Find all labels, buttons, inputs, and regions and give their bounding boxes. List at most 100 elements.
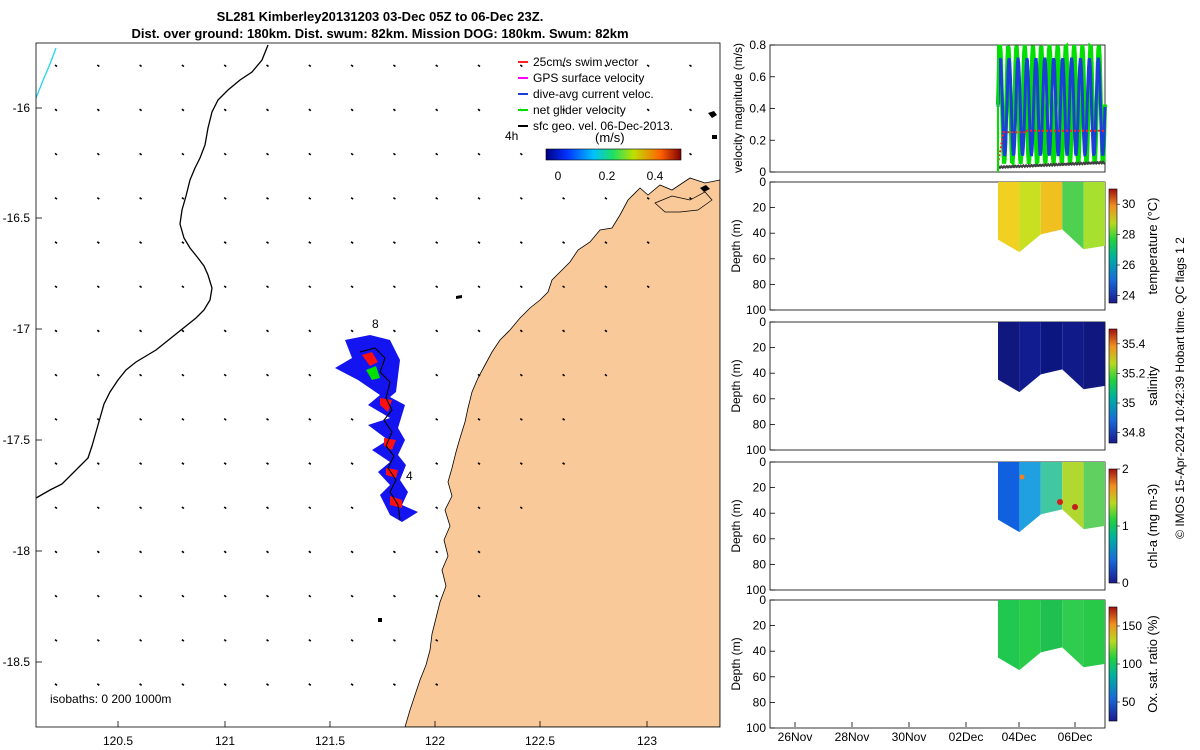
- geo-velocity-arrow: [266, 373, 269, 377]
- map-x-tick-label: 122.5: [525, 734, 555, 748]
- geo-velocity-arrow: [435, 550, 439, 554]
- depth-tick-label: 0: [759, 455, 766, 469]
- section-colorbar: [1108, 328, 1118, 444]
- depth-tick-label: 20: [753, 481, 767, 495]
- geo-velocity-arrow: [350, 196, 354, 200]
- geo-velocity-arrow: [139, 550, 143, 554]
- section-frame: [769, 321, 1106, 451]
- time-tick-label: 06Dec: [1058, 730, 1093, 744]
- geo-velocity-arrow: [54, 373, 58, 377]
- time-tick-label: 02Dec: [949, 730, 984, 744]
- geo-velocity-arrow: [477, 373, 481, 377]
- section-frame: [769, 181, 1106, 311]
- depth-tick-label: 100: [746, 583, 766, 597]
- geo-velocity-arrow: [435, 462, 439, 465]
- geo-velocity-arrow: [308, 152, 312, 156]
- map-y-tick-label: -17.5: [3, 433, 31, 447]
- geo-velocity-arrow: [223, 196, 227, 200]
- geo-velocity-arrow: [308, 64, 312, 68]
- geo-velocity-arrow: [604, 373, 608, 377]
- geo-velocity-arrow: [223, 550, 227, 554]
- geo-velocity-arrow: [392, 108, 396, 112]
- geo-velocity-arrow: [223, 329, 227, 333]
- geo-velocity-arrow: [392, 329, 396, 333]
- geo-velocity-arrow: [223, 594, 227, 598]
- geo-velocity-arrow: [181, 638, 185, 642]
- depth-tick-label: 0: [759, 593, 766, 607]
- geo-velocity-arrow: [96, 329, 100, 333]
- geo-velocity-arrow: [308, 638, 312, 642]
- geo-velocity-arrow: [477, 462, 481, 465]
- geo-velocity-arrow: [435, 638, 439, 642]
- geo-velocity-arrow: [223, 64, 227, 68]
- depth-section-4: 0 20 40 60 80 100 Depth (m) 50 100 150 Ox. sat. ra…: [729, 593, 1160, 735]
- depth-tick-label: 60: [753, 532, 767, 546]
- geo-velocity-arrow: [96, 196, 100, 200]
- geo-velocity-arrow: [477, 329, 481, 333]
- geo-velocity-arrow: [519, 506, 523, 510]
- colorbar-axis-label: chl-a (mg m-3): [1145, 484, 1160, 569]
- velocity-y-label: velocity magnitude (m/s): [731, 43, 745, 173]
- track-swath-blue: [335, 335, 418, 522]
- colorbar-tick: 0.2: [599, 169, 616, 183]
- colorbar-tick-label: 24: [1122, 288, 1136, 302]
- island: [654, 191, 713, 213]
- geo-velocity-arrow: [54, 462, 58, 465]
- geo-velocity-arrow: [646, 196, 650, 200]
- velocity-y-tick-label: 0.8: [749, 38, 766, 52]
- geo-velocity-arrow: [350, 417, 354, 421]
- geo-velocity-arrow: [139, 638, 143, 642]
- geo-velocity-arrow: [435, 196, 439, 200]
- geo-velocity-arrow: [266, 417, 269, 421]
- geo-velocity-arrow: [350, 683, 354, 686]
- geo-velocity-arrow: [477, 285, 481, 289]
- geo-velocity-arrow: [435, 108, 439, 112]
- depth-tick-label: 0: [759, 175, 766, 189]
- geo-velocity-arrow: [266, 152, 269, 156]
- section-data-cell: [1019, 182, 1041, 253]
- geo-velocity-arrow: [266, 285, 269, 289]
- geo-velocity-arrow: [604, 285, 608, 289]
- section-data-cell: [1019, 600, 1041, 671]
- velocity-y-tick-label: 0: [759, 165, 766, 179]
- chl-hotspot: [1019, 474, 1025, 480]
- geo-velocity-arrow: [139, 241, 143, 244]
- geo-velocity-arrow: [435, 594, 439, 598]
- isobath-line: [36, 44, 269, 499]
- geo-velocity-arrow: [54, 196, 58, 200]
- geo-velocity-arrow: [435, 241, 439, 244]
- depth-tick-label: 100: [746, 721, 766, 735]
- geo-velocity-arrow: [308, 550, 312, 554]
- geo-velocity-arrow: [96, 550, 100, 554]
- geo-velocity-arrow: [96, 638, 100, 642]
- isobaths-label: isobaths: 0 200 1000m: [50, 692, 171, 706]
- geo-velocity-arrow: [435, 329, 439, 333]
- geo-velocity-arrow: [477, 506, 481, 510]
- colorbar-axis-label: salinity: [1145, 366, 1160, 406]
- time-tick-label: 28Nov: [835, 730, 870, 744]
- sfc-geo-velocity-grid: [54, 64, 692, 686]
- geo-velocity-arrow: [689, 64, 692, 68]
- geo-velocity-arrow: [181, 152, 185, 156]
- geo-velocity-arrow: [392, 241, 396, 244]
- geo-velocity-arrow: [604, 196, 608, 200]
- depth-tick-label: 80: [753, 557, 767, 571]
- colorbar-tick-label: 150: [1122, 619, 1142, 633]
- geo-velocity-arrow: [223, 638, 227, 642]
- map-y-tick-label: -18: [13, 544, 31, 558]
- speed-colorbar: [545, 148, 682, 161]
- time-tick-label: 04Dec: [1002, 730, 1037, 744]
- geo-velocity-arrow: [435, 64, 439, 68]
- geo-velocity-arrow: [139, 462, 143, 465]
- section-data-cell: [998, 182, 1020, 253]
- geo-velocity-arrow: [223, 373, 227, 377]
- section-data-cell: [1040, 322, 1063, 375]
- land-mass: [404, 177, 720, 727]
- geo-velocity-arrow: [519, 285, 523, 289]
- section-data-cell: [1062, 322, 1084, 390]
- section-data-cell: [998, 462, 1020, 533]
- geo-velocity-arrow: [562, 417, 566, 421]
- geo-velocity-arrow: [54, 152, 58, 156]
- copyright-note: © IMOS 15-Apr-2024 10:42:39 Hobart time.…: [1173, 237, 1187, 539]
- map-x-tick-label: 121.5: [315, 734, 345, 748]
